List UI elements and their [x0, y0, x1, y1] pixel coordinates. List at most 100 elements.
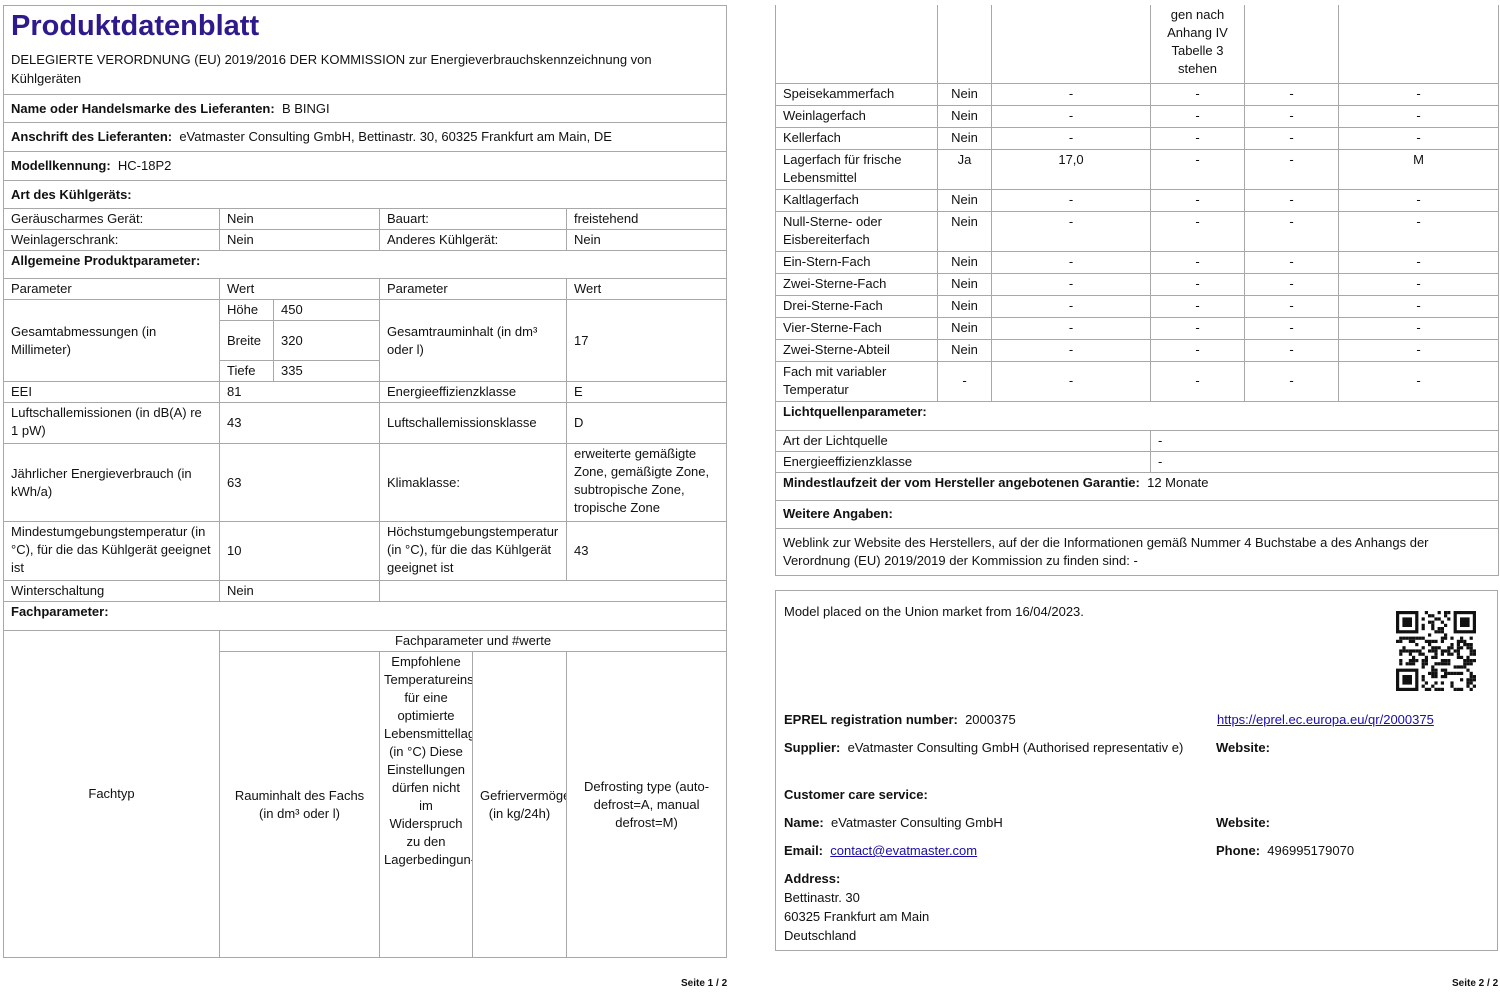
dimensions-label: Gesamtabmessungen (in Millimeter)	[3, 299, 220, 382]
more-heading: Weitere Angaben:	[775, 499, 1499, 529]
type-heading: Art des Kühlgeräts:	[2, 180, 728, 209]
name-value: eVatmaster Consulting GmbH	[830, 815, 1003, 830]
light-type-value: -	[1150, 429, 1499, 452]
compartment-row: Drei-Sterne-Fach Nein - - - -	[775, 294, 1499, 318]
compartment-freeze: -	[1244, 82, 1339, 106]
compartment-volume: -	[991, 250, 1151, 274]
eclass-value: E	[565, 381, 728, 403]
email-label: Email:	[784, 843, 824, 858]
eei-value: 81	[219, 381, 380, 403]
datasheet-table: Produktdatenblatt DELEGIERTE VERORDNUNG …	[2, 5, 728, 958]
col-header: Wert	[565, 278, 728, 300]
compartment-temp: -	[1150, 82, 1245, 106]
col-volume: Rauminhalt des Fachs (in dm³ oder l)	[219, 651, 380, 958]
energy-label: Jährlicher Energieverbrauch (in kWh/a)	[3, 443, 220, 522]
compartment-group-header: Fachparameter und #werte	[218, 630, 728, 652]
light-class-value: -	[1150, 450, 1499, 473]
eprel-info-box: Model placed on the Union market from 16…	[775, 590, 1498, 951]
compartment-freeze: -	[1244, 148, 1339, 190]
compartment-defrost: -	[1338, 250, 1499, 274]
phone-label: Phone:	[1216, 843, 1261, 858]
compartment-freeze: -	[1244, 188, 1339, 212]
noiseclass-value: D	[565, 402, 728, 444]
compartment-temp: -	[1150, 148, 1245, 190]
page-2: gen nach Anhang IV Tabelle 3 stehen Spei…	[775, 5, 1499, 576]
compartment-row: Zwei-Sterne-Fach Nein - - - -	[775, 272, 1499, 296]
warranty-label: Mindestlaufzeit der vom Hersteller angeb…	[783, 474, 1140, 490]
general-heading: Allgemeine Produktparameter:	[2, 250, 728, 279]
type-row: Geräuscharmes Gerät: Nein Bauart: freistehe…	[3, 208, 728, 230]
label: Anderes Kühlgerät:	[379, 229, 567, 251]
address-line: Bettinastr. 30	[784, 890, 860, 905]
address-line: Deutschland	[784, 928, 857, 943]
col-freeze: Gefriervermögen (in kg/24h)	[472, 651, 567, 958]
page-number: Seite 2 / 2	[1452, 978, 1499, 989]
compartment-freeze: -	[1244, 272, 1339, 296]
compartment-name: Speisekammerfach	[775, 82, 938, 106]
care-label: Customer care service:	[784, 787, 928, 802]
light-heading: Lichtquellenparameter:	[775, 400, 1499, 431]
compartment-present: Ja	[937, 148, 992, 190]
supplier-label: Supplier:	[784, 740, 841, 755]
depth-label: Tiefe	[219, 360, 274, 382]
compartment-name: Zwei-Sterne-Fach	[775, 272, 938, 296]
compartment-present: Nein	[937, 272, 992, 296]
compartment-name: Zwei-Sterne-Abteil	[775, 338, 938, 362]
eprel-link[interactable]: https://eprel.ec.europa.eu/qr/2000375	[1217, 712, 1434, 727]
warranty-value: 12 Monate	[1147, 474, 1209, 490]
width-label: Breite	[219, 320, 274, 361]
compartment-defrost: M	[1338, 148, 1499, 190]
compartment-row: Weinlagerfach Nein - - - -	[775, 104, 1499, 128]
compartment-present: -	[937, 360, 992, 402]
value: Nein	[565, 229, 728, 251]
compartment-row: Ein-Stern-Fach Nein - - - -	[775, 250, 1499, 274]
model-value: HC-18P2	[117, 158, 172, 173]
page-number: Seite 1 / 2	[681, 978, 728, 989]
compartment-defrost: -	[1338, 338, 1499, 362]
depth-value: 335	[273, 360, 380, 382]
compartment-defrost: -	[1338, 126, 1499, 150]
compartment-row: Null-Sterne- oder Eisbereiterfach Nein - - -…	[775, 210, 1499, 252]
eclass-label: Energieeffizienzklasse	[379, 381, 567, 403]
compartment-volume: -	[991, 360, 1151, 402]
compartment-row: Kaltlagerfach Nein - - - -	[775, 188, 1499, 212]
compartment-row: Speisekammerfach Nein - - - -	[775, 82, 1499, 106]
supplier-label: Name oder Handelsmarke des Lieferanten:	[11, 100, 275, 116]
climate-label: Klimaklasse:	[379, 443, 567, 522]
compartment-volume: -	[991, 338, 1151, 362]
compartment-volume: -	[991, 82, 1151, 106]
col-header: Parameter	[3, 278, 220, 300]
model-label: Modellkennung:	[11, 158, 111, 173]
compartment-present: Nein	[937, 250, 992, 274]
compartment-volume: -	[991, 294, 1151, 318]
compartment-freeze: -	[1244, 210, 1339, 252]
width-value: 320	[273, 320, 380, 361]
address-label: Anschrift des Lieferanten:	[11, 129, 173, 144]
temp-header-continued: gen nach Anhang IV Tabelle 3 stehen	[1150, 5, 1245, 84]
address-line: 60325 Frankfurt am Main	[784, 909, 930, 924]
compartment-temp: -	[1150, 104, 1245, 128]
page-title: Produktdatenblatt	[11, 10, 260, 42]
col-defrost: Defrosting type (auto-defrost=A, manual …	[565, 651, 728, 958]
compartment-name: Fach mit variabler Temperatur	[775, 360, 938, 402]
compartment-defrost: -	[1338, 104, 1499, 128]
energy-value: 63	[219, 443, 380, 522]
noise-label: Luftschallemissionen (in dB(A) re 1 pW)	[3, 402, 220, 444]
compartment-volume: -	[991, 210, 1151, 252]
winter-value: Nein	[219, 580, 380, 602]
compartment-name: Kaltlagerfach	[775, 188, 938, 212]
compartment-defrost: -	[1338, 316, 1499, 340]
qr-code-icon[interactable]	[1396, 611, 1476, 691]
climate-value: erweiterte gemäßigte Zone, gemäßigte Zon…	[565, 443, 728, 522]
compartment-volume: -	[991, 104, 1151, 128]
email-link[interactable]: contact@evatmaster.com	[830, 843, 978, 858]
compartment-freeze: -	[1244, 360, 1339, 402]
compartment-row: Lagerfach für frische Lebensmittel Ja 17,0…	[775, 148, 1499, 190]
compartment-name: Lagerfach für frische Lebensmittel	[775, 148, 938, 190]
compartment-temp: -	[1150, 210, 1245, 252]
compartment-name: Drei-Sterne-Fach	[775, 294, 938, 318]
compartment-table: gen nach Anhang IV Tabelle 3 stehen Spei…	[775, 5, 1499, 576]
winter-label: Winterschaltung	[3, 580, 220, 602]
compartment-temp: -	[1150, 294, 1245, 318]
compartment-freeze: -	[1244, 338, 1339, 362]
